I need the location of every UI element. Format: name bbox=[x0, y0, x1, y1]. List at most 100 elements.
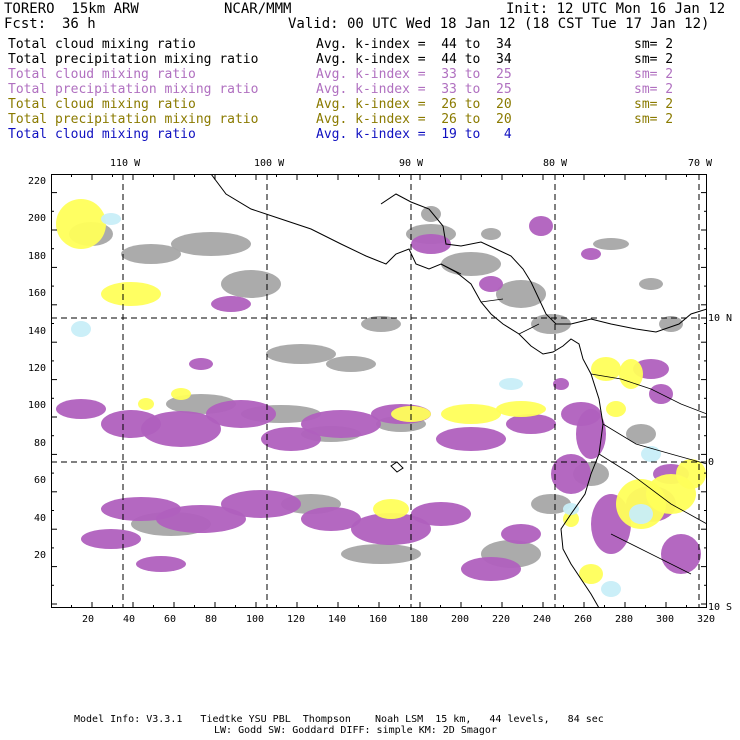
x-tick-label: 280 bbox=[615, 614, 634, 625]
longitude-label: 80 W bbox=[543, 158, 568, 169]
cloud-area bbox=[136, 556, 186, 572]
cloud-area bbox=[441, 404, 501, 424]
x-tick-label: 220 bbox=[492, 614, 511, 625]
x-tick-label: 320 bbox=[697, 614, 716, 625]
forecast-hour: 36 h bbox=[62, 16, 96, 32]
cloud-area bbox=[101, 282, 161, 306]
x-tick-label: 180 bbox=[410, 614, 429, 625]
cloud-area bbox=[221, 490, 301, 518]
latitude-label: 0 bbox=[708, 457, 715, 468]
legend-smoothing: sm= 2 bbox=[634, 52, 674, 67]
cloud-area bbox=[71, 321, 91, 337]
cloud-area bbox=[301, 507, 361, 531]
y-tick-label: 100 bbox=[27, 400, 46, 412]
legend-smoothing: sm= 2 bbox=[634, 37, 674, 52]
x-tick-label: 100 bbox=[246, 614, 265, 625]
cloud-area bbox=[661, 534, 701, 574]
cloud-area bbox=[531, 494, 571, 514]
coastline-pacific bbox=[210, 174, 604, 608]
cloud-area bbox=[56, 199, 106, 249]
cloud-area bbox=[206, 400, 276, 428]
legend-k-index: Avg. k-index = 26 to 20 bbox=[316, 97, 512, 112]
cloud-area bbox=[659, 316, 683, 332]
cloud-area bbox=[171, 388, 191, 400]
cloud-area bbox=[551, 454, 591, 494]
cloud-area bbox=[341, 544, 421, 564]
cloud-area bbox=[141, 411, 221, 447]
legend-field: Total cloud mixing ratio bbox=[8, 37, 196, 52]
cloud-area bbox=[563, 511, 579, 527]
cloud-area bbox=[211, 296, 251, 312]
longitude-label: 110 W bbox=[110, 158, 141, 169]
valid-time: Valid: 00 UTC Wed 18 Jan 12 (18 CST Tue … bbox=[288, 16, 710, 32]
x-tick-label: 260 bbox=[574, 614, 593, 625]
legend-k-index: Avg. k-index = 19 to 4 bbox=[316, 127, 512, 142]
country-borders bbox=[440, 263, 707, 575]
legend-field: Total precipitation mixing ratio bbox=[8, 112, 259, 127]
init-time: Init: 12 UTC Mon 16 Jan 12 bbox=[506, 1, 726, 17]
y-tick-label: 140 bbox=[27, 325, 46, 337]
y-tick-label: 60 bbox=[33, 475, 46, 487]
center-label: NCAR/MMM bbox=[224, 1, 292, 17]
x-tick-label: 300 bbox=[656, 614, 675, 625]
model-title: TORERO 15km ARW bbox=[4, 1, 139, 17]
galapagos-islands bbox=[390, 461, 404, 473]
cloud-area bbox=[676, 459, 706, 489]
y-tick-label: 220 bbox=[27, 176, 46, 187]
cloud-area bbox=[591, 357, 621, 381]
cloud-area bbox=[563, 503, 579, 515]
cloud-area bbox=[326, 356, 376, 372]
longitude-label: 90 W bbox=[399, 158, 424, 169]
x-tick-label: 240 bbox=[533, 614, 552, 625]
cloud-area bbox=[553, 378, 569, 390]
cloud-area bbox=[529, 216, 553, 236]
cloud-area bbox=[619, 359, 643, 389]
cloud-area bbox=[56, 399, 106, 419]
x-tick-label: 80 bbox=[205, 614, 218, 625]
x-tick-label: 120 bbox=[287, 614, 306, 625]
cloud-area bbox=[629, 504, 653, 524]
y-tick-label: 200 bbox=[27, 213, 46, 225]
x-tick-label: 200 bbox=[451, 614, 470, 625]
cloud-area bbox=[606, 401, 626, 417]
cloud-area bbox=[221, 270, 281, 298]
cloud-area bbox=[101, 213, 121, 225]
cloud-area bbox=[301, 410, 381, 438]
legend-field: Total cloud mixing ratio bbox=[8, 127, 196, 142]
y-tick-label: 80 bbox=[33, 437, 46, 449]
model-info-line1: Model Info: V3.3.1 Tiedtke YSU PBL Thomp… bbox=[74, 714, 604, 725]
cloud-area bbox=[436, 427, 506, 451]
cloud-area bbox=[506, 414, 556, 434]
cloud-area bbox=[501, 524, 541, 544]
cloud-area bbox=[601, 581, 621, 597]
legend-smoothing: sm= 2 bbox=[634, 112, 674, 127]
cloud-area bbox=[441, 252, 501, 276]
legend-field: Total precipitation mixing ratio bbox=[8, 52, 259, 67]
forecast-label: Fcst: bbox=[4, 16, 47, 32]
legend-k-index: Avg. k-index = 26 to 20 bbox=[316, 112, 512, 127]
latitude-label: 10 N bbox=[708, 313, 733, 324]
cloud-area bbox=[576, 409, 606, 459]
cloud-area bbox=[138, 398, 154, 410]
cloud-area bbox=[156, 505, 246, 533]
x-tick-label: 160 bbox=[369, 614, 388, 625]
cloud-area bbox=[373, 499, 409, 519]
legend-k-index: Avg. k-index = 44 to 34 bbox=[316, 37, 512, 52]
cloud-area bbox=[361, 316, 401, 332]
cloud-area bbox=[266, 344, 336, 364]
cloud-area bbox=[593, 238, 629, 250]
x-tick-label: 40 bbox=[123, 614, 136, 625]
y-tick-label: 40 bbox=[33, 512, 46, 524]
cloud-area bbox=[479, 276, 503, 292]
y-tick-label: 20 bbox=[33, 550, 46, 561]
coastline-caribbean bbox=[380, 193, 707, 333]
cloud-area bbox=[189, 358, 213, 370]
cloud-area bbox=[411, 502, 471, 526]
cloud-area bbox=[461, 557, 521, 581]
y-tick-label: 180 bbox=[27, 250, 46, 262]
map-panel bbox=[51, 174, 707, 608]
x-tick-label: 20 bbox=[82, 614, 95, 625]
cloud-area bbox=[496, 401, 546, 417]
legend-smoothing: sm= 2 bbox=[634, 82, 674, 97]
cloud-area bbox=[81, 529, 141, 549]
